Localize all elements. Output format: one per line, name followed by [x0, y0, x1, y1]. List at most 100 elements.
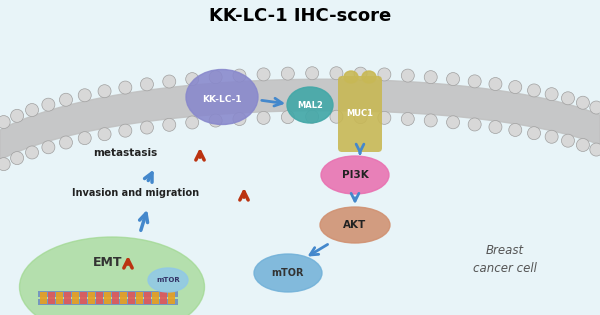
Circle shape — [209, 71, 222, 84]
Circle shape — [330, 110, 343, 123]
Circle shape — [233, 69, 246, 82]
Circle shape — [257, 68, 270, 81]
FancyBboxPatch shape — [56, 292, 63, 304]
Circle shape — [26, 104, 38, 117]
FancyBboxPatch shape — [48, 292, 55, 304]
Circle shape — [562, 134, 574, 147]
Circle shape — [590, 101, 600, 114]
Ellipse shape — [186, 70, 258, 124]
FancyBboxPatch shape — [38, 299, 178, 305]
Circle shape — [163, 118, 176, 131]
Circle shape — [209, 114, 222, 127]
Text: AKT: AKT — [343, 220, 367, 230]
Circle shape — [119, 124, 132, 137]
Circle shape — [11, 109, 23, 122]
Ellipse shape — [320, 207, 390, 243]
Circle shape — [281, 67, 295, 80]
Circle shape — [545, 88, 558, 101]
Circle shape — [446, 116, 460, 129]
FancyBboxPatch shape — [104, 292, 111, 304]
Circle shape — [42, 141, 55, 154]
Circle shape — [401, 69, 415, 82]
Circle shape — [305, 110, 319, 123]
Text: Invasion and migration: Invasion and migration — [72, 188, 199, 198]
FancyBboxPatch shape — [64, 292, 71, 304]
FancyBboxPatch shape — [152, 292, 159, 304]
Circle shape — [330, 67, 343, 80]
FancyBboxPatch shape — [168, 292, 175, 304]
Circle shape — [354, 67, 367, 80]
Circle shape — [468, 75, 481, 88]
Circle shape — [305, 67, 319, 80]
FancyBboxPatch shape — [120, 292, 127, 304]
Circle shape — [11, 152, 23, 164]
Circle shape — [527, 84, 541, 97]
Text: MUC1: MUC1 — [347, 110, 373, 118]
Circle shape — [42, 98, 55, 111]
Text: Breast
cancer cell: Breast cancer cell — [473, 244, 537, 276]
Polygon shape — [0, 79, 600, 160]
FancyBboxPatch shape — [72, 292, 79, 304]
Ellipse shape — [362, 71, 376, 83]
Circle shape — [446, 72, 460, 86]
FancyBboxPatch shape — [136, 292, 143, 304]
Circle shape — [468, 118, 481, 131]
Ellipse shape — [254, 254, 322, 292]
Circle shape — [489, 121, 502, 134]
Circle shape — [577, 96, 589, 109]
Circle shape — [545, 130, 558, 143]
Circle shape — [185, 73, 199, 86]
Circle shape — [119, 81, 132, 94]
FancyBboxPatch shape — [144, 292, 151, 304]
Circle shape — [281, 111, 295, 123]
FancyBboxPatch shape — [128, 292, 135, 304]
Circle shape — [354, 111, 367, 123]
Circle shape — [163, 75, 176, 88]
FancyBboxPatch shape — [38, 291, 178, 297]
Ellipse shape — [19, 237, 205, 315]
Text: metastasis: metastasis — [93, 148, 157, 158]
Circle shape — [140, 78, 154, 91]
Circle shape — [59, 93, 73, 106]
Circle shape — [424, 71, 437, 84]
Circle shape — [509, 123, 522, 136]
Circle shape — [378, 68, 391, 81]
FancyBboxPatch shape — [80, 292, 87, 304]
Text: mTOR: mTOR — [272, 268, 304, 278]
Circle shape — [0, 116, 10, 129]
Ellipse shape — [287, 87, 333, 123]
Circle shape — [78, 132, 91, 145]
Circle shape — [257, 112, 270, 124]
Ellipse shape — [321, 156, 389, 194]
Circle shape — [378, 111, 391, 124]
Circle shape — [590, 143, 600, 156]
Text: KK-LC-1 IHC-score: KK-LC-1 IHC-score — [209, 7, 391, 25]
Circle shape — [185, 116, 199, 129]
Circle shape — [140, 121, 154, 134]
Text: KK-LC-1: KK-LC-1 — [202, 94, 242, 104]
Text: MAL2: MAL2 — [297, 100, 323, 110]
Circle shape — [401, 112, 415, 125]
Ellipse shape — [148, 268, 188, 292]
Circle shape — [527, 127, 541, 140]
Text: PI3K: PI3K — [341, 170, 368, 180]
FancyBboxPatch shape — [160, 292, 167, 304]
Circle shape — [233, 112, 246, 125]
FancyBboxPatch shape — [88, 292, 95, 304]
Text: mTOR: mTOR — [156, 277, 180, 283]
Circle shape — [489, 77, 502, 90]
Text: EMT: EMT — [93, 256, 123, 270]
Circle shape — [26, 146, 38, 159]
Ellipse shape — [344, 71, 358, 83]
Circle shape — [98, 85, 111, 98]
Circle shape — [577, 139, 589, 152]
Circle shape — [78, 89, 91, 102]
FancyBboxPatch shape — [96, 292, 103, 304]
Circle shape — [509, 81, 522, 94]
Circle shape — [562, 92, 574, 105]
Circle shape — [98, 128, 111, 141]
Circle shape — [59, 136, 73, 149]
FancyBboxPatch shape — [112, 292, 119, 304]
FancyBboxPatch shape — [338, 76, 382, 152]
Circle shape — [0, 158, 10, 171]
